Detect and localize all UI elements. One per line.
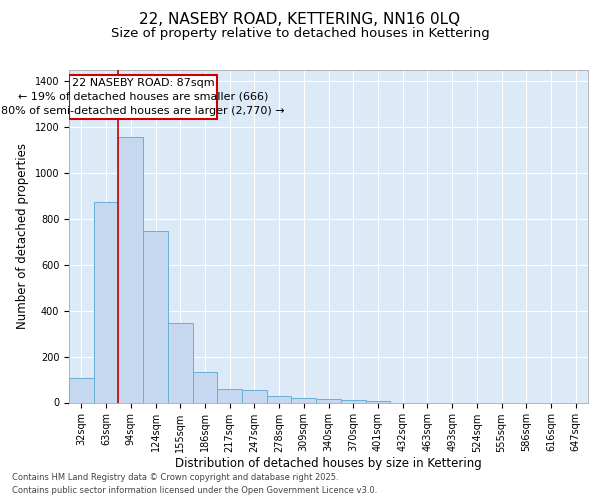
Bar [118, 136, 143, 402]
Bar [316, 399, 341, 402]
X-axis label: Distribution of detached houses by size in Kettering: Distribution of detached houses by size … [175, 458, 482, 470]
Bar [168, 322, 193, 402]
Bar [193, 372, 217, 402]
Bar [69, 378, 94, 402]
Y-axis label: Number of detached properties: Number of detached properties [16, 143, 29, 329]
Bar [94, 202, 118, 402]
Text: 22, NASEBY ROAD, KETTERING, NN16 0LQ: 22, NASEBY ROAD, KETTERING, NN16 0LQ [139, 12, 461, 28]
Text: Contains HM Land Registry data © Crown copyright and database right 2025.: Contains HM Land Registry data © Crown c… [12, 474, 338, 482]
Bar [242, 390, 267, 402]
Bar [267, 396, 292, 402]
Bar [292, 398, 316, 402]
Bar [341, 400, 365, 402]
Text: 22 NASEBY ROAD: 87sqm
← 19% of detached houses are smaller (666)
80% of semi-det: 22 NASEBY ROAD: 87sqm ← 19% of detached … [1, 78, 285, 116]
Bar [217, 388, 242, 402]
Bar [143, 231, 168, 402]
FancyBboxPatch shape [69, 74, 217, 120]
Text: Size of property relative to detached houses in Kettering: Size of property relative to detached ho… [110, 28, 490, 40]
Text: Contains public sector information licensed under the Open Government Licence v3: Contains public sector information licen… [12, 486, 377, 495]
